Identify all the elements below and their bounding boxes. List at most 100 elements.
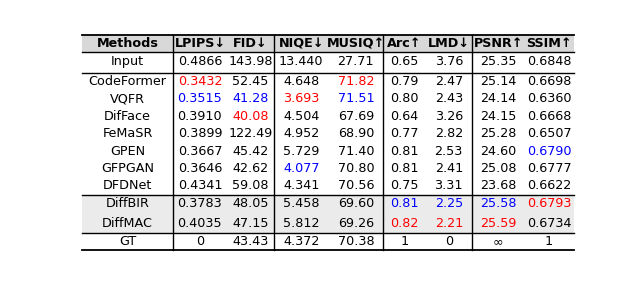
Text: 0.64: 0.64 [390, 110, 419, 123]
Text: 70.80: 70.80 [337, 162, 374, 175]
Text: 0.6734: 0.6734 [527, 217, 572, 230]
Text: DifFace: DifFace [104, 110, 151, 123]
Text: 0.65: 0.65 [390, 54, 419, 67]
Text: CodeFormer: CodeFormer [88, 75, 166, 88]
Text: 5.729: 5.729 [283, 145, 319, 158]
Text: 0.3646: 0.3646 [178, 162, 222, 175]
Text: 0.6777: 0.6777 [527, 162, 572, 175]
Text: 0.6793: 0.6793 [527, 197, 572, 210]
Text: 2.47: 2.47 [435, 75, 463, 88]
Text: 52.45: 52.45 [232, 75, 269, 88]
Text: 0.77: 0.77 [390, 127, 419, 140]
FancyBboxPatch shape [83, 195, 573, 215]
Text: 0.6668: 0.6668 [527, 110, 572, 123]
Text: GPEN: GPEN [110, 145, 145, 158]
Text: SSIM↑: SSIM↑ [526, 37, 572, 50]
Text: 0.79: 0.79 [390, 75, 419, 88]
Text: 42.62: 42.62 [232, 162, 269, 175]
Text: 2.41: 2.41 [435, 162, 463, 175]
Text: 70.56: 70.56 [338, 179, 374, 192]
Text: 143.98: 143.98 [228, 54, 273, 67]
Text: 3.31: 3.31 [435, 179, 463, 192]
Text: 23.68: 23.68 [480, 179, 516, 192]
Text: 3.26: 3.26 [435, 110, 463, 123]
Text: 0.81: 0.81 [390, 162, 419, 175]
Text: 41.28: 41.28 [232, 92, 269, 105]
Text: 47.15: 47.15 [232, 217, 269, 230]
Text: Input: Input [111, 54, 144, 67]
Text: 43.43: 43.43 [232, 235, 269, 248]
Text: 13.440: 13.440 [279, 54, 323, 67]
Text: 0.3910: 0.3910 [177, 110, 222, 123]
Text: 0.6507: 0.6507 [527, 127, 572, 140]
Text: LMD↓: LMD↓ [428, 37, 470, 50]
Text: 70.38: 70.38 [337, 235, 374, 248]
Text: 4.077: 4.077 [283, 162, 319, 175]
Text: 122.49: 122.49 [228, 127, 273, 140]
Text: FID↓: FID↓ [234, 37, 268, 50]
Text: ∞: ∞ [493, 235, 504, 248]
Text: 2.21: 2.21 [435, 217, 463, 230]
Text: 0.6622: 0.6622 [527, 179, 571, 192]
Text: 71.51: 71.51 [337, 92, 374, 105]
Text: LPIPS↓: LPIPS↓ [174, 37, 225, 50]
Text: 24.15: 24.15 [480, 110, 516, 123]
Text: FeMaSR: FeMaSR [102, 127, 153, 140]
Text: 0.6848: 0.6848 [527, 54, 572, 67]
FancyBboxPatch shape [83, 35, 573, 52]
Text: 5.458: 5.458 [283, 197, 319, 210]
Text: MUSIQ↑: MUSIQ↑ [327, 37, 385, 50]
Text: 0.4035: 0.4035 [177, 217, 222, 230]
Text: 2.43: 2.43 [435, 92, 463, 105]
Text: 0.3432: 0.3432 [178, 75, 222, 88]
Text: 69.60: 69.60 [338, 197, 374, 210]
Text: 4.952: 4.952 [283, 127, 319, 140]
Text: 0.3515: 0.3515 [177, 92, 222, 105]
Text: NIQE↓: NIQE↓ [278, 37, 324, 50]
Text: 0.81: 0.81 [390, 197, 419, 210]
Text: DFDNet: DFDNet [103, 179, 152, 192]
Text: 0.6790: 0.6790 [527, 145, 572, 158]
FancyBboxPatch shape [83, 215, 573, 232]
Text: 25.14: 25.14 [480, 75, 516, 88]
Text: 71.40: 71.40 [338, 145, 374, 158]
Text: 59.08: 59.08 [232, 179, 269, 192]
Text: 25.58: 25.58 [480, 197, 516, 210]
Text: 4.648: 4.648 [283, 75, 319, 88]
Text: 0.4341: 0.4341 [178, 179, 222, 192]
Text: 5.812: 5.812 [283, 217, 319, 230]
Text: 0.6360: 0.6360 [527, 92, 572, 105]
Text: 40.08: 40.08 [232, 110, 269, 123]
Text: 2.82: 2.82 [435, 127, 463, 140]
Text: 4.372: 4.372 [283, 235, 319, 248]
Text: 24.60: 24.60 [480, 145, 516, 158]
Text: 69.26: 69.26 [338, 217, 374, 230]
Text: 0.80: 0.80 [390, 92, 419, 105]
Text: 0.6698: 0.6698 [527, 75, 572, 88]
Text: 67.69: 67.69 [338, 110, 374, 123]
Text: 1: 1 [545, 235, 553, 248]
Text: 0.3667: 0.3667 [178, 145, 222, 158]
Text: 24.14: 24.14 [480, 92, 516, 105]
Text: 25.59: 25.59 [480, 217, 516, 230]
Text: 25.35: 25.35 [480, 54, 516, 67]
Text: 27.71: 27.71 [338, 54, 374, 67]
Text: Arc↑: Arc↑ [387, 37, 422, 50]
Text: VQFR: VQFR [110, 92, 145, 105]
Text: 68.90: 68.90 [338, 127, 374, 140]
Text: 25.08: 25.08 [480, 162, 516, 175]
Text: 1: 1 [400, 235, 408, 248]
Text: 0.81: 0.81 [390, 145, 419, 158]
Text: PSNR↑: PSNR↑ [474, 37, 523, 50]
Text: 4.341: 4.341 [283, 179, 319, 192]
Text: 45.42: 45.42 [232, 145, 269, 158]
Text: Methods: Methods [97, 37, 159, 50]
Text: 0.3783: 0.3783 [177, 197, 222, 210]
Text: 71.82: 71.82 [338, 75, 374, 88]
Text: 0.82: 0.82 [390, 217, 419, 230]
Text: 0.75: 0.75 [390, 179, 419, 192]
Text: DiffBIR: DiffBIR [106, 197, 150, 210]
Text: 0.4866: 0.4866 [178, 54, 222, 67]
Text: 48.05: 48.05 [232, 197, 269, 210]
Text: 3.76: 3.76 [435, 54, 463, 67]
